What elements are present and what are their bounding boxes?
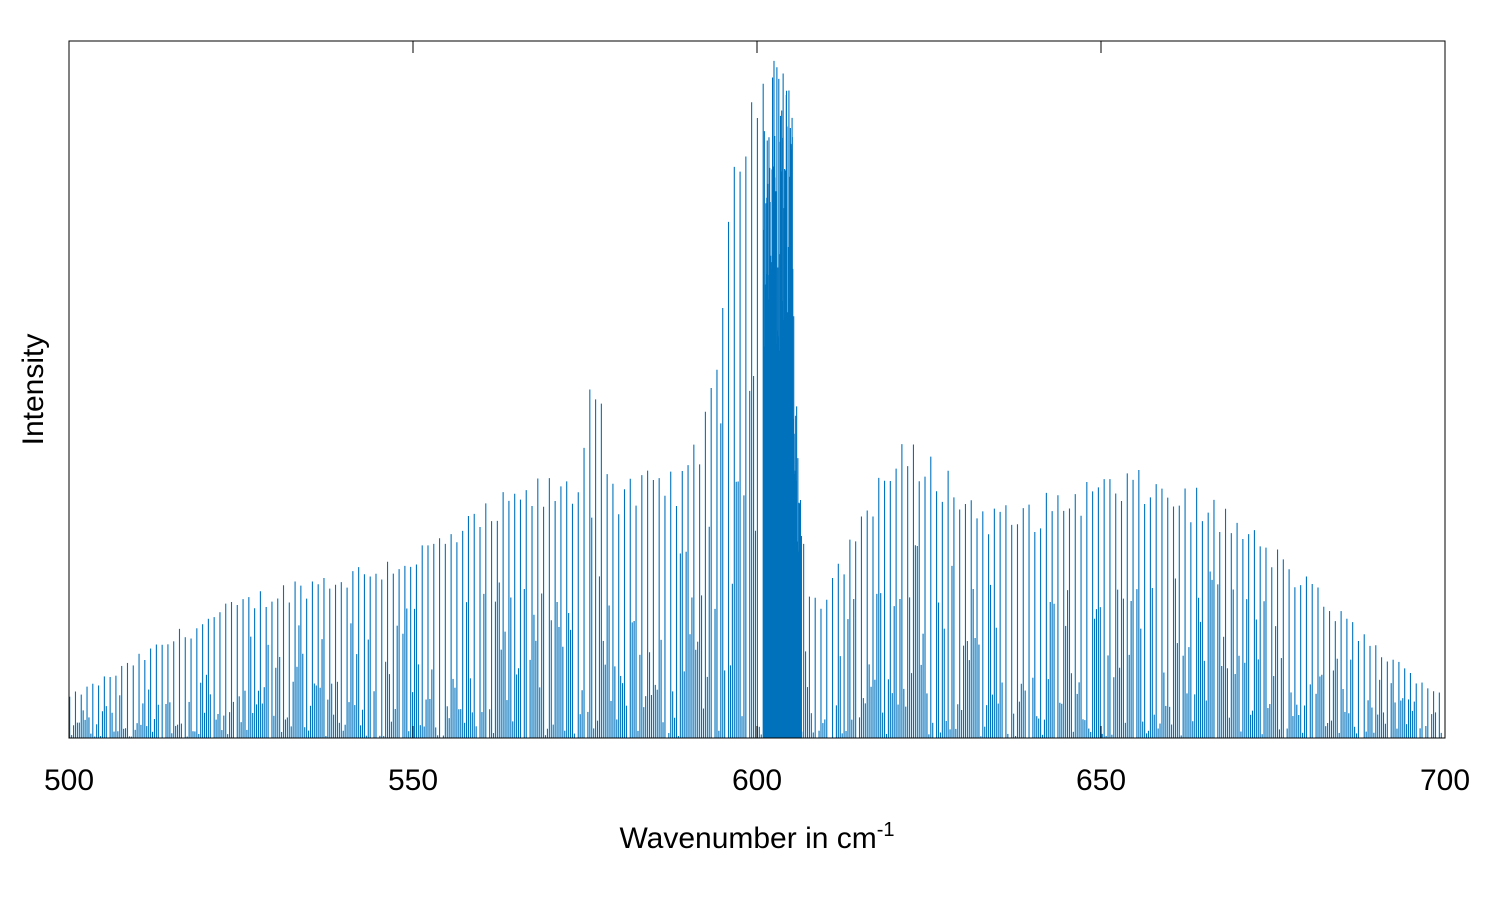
x-axis-label-superscript: -1 xyxy=(877,819,895,841)
x-tick-label: 600 xyxy=(732,764,782,797)
x-tick-label: 700 xyxy=(1420,764,1470,797)
x-tick-label: 650 xyxy=(1076,764,1126,797)
x-axis-label-text: Wavenumber in cm xyxy=(619,822,876,855)
x-axis-tick-labels: 500 550 600 650 700 xyxy=(44,764,1470,797)
x-tick-label: 500 xyxy=(44,764,94,797)
y-axis-label: Intensity xyxy=(17,334,50,446)
spectrum-lines xyxy=(69,60,1442,738)
x-tick-label: 550 xyxy=(388,764,438,797)
x-axis-label: Wavenumber in cm-1 xyxy=(619,819,894,855)
x-axis-ticks xyxy=(68,41,1446,738)
